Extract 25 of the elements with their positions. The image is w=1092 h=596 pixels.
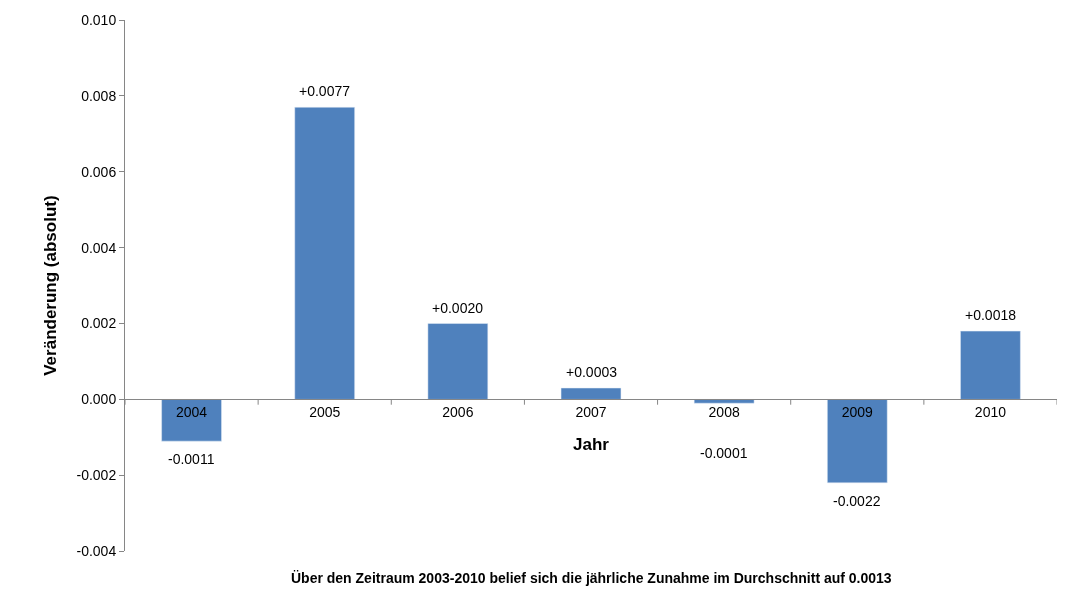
data-label: +0.0077 — [299, 83, 351, 99]
text: 0.000 — [81, 391, 117, 408]
y-axis-title: Veränderung (absolut) — [41, 195, 61, 376]
x-tick-label: 2009 — [841, 404, 874, 421]
x-tick-label: 2007 — [575, 404, 607, 421]
data-label: -0.0001 — [700, 445, 748, 461]
x-tick-label: 2008 — [708, 404, 740, 421]
x-tick-label: 2004 — [175, 404, 208, 421]
text: 0.006 — [81, 163, 117, 180]
data-label: +0.0020 — [432, 300, 484, 316]
data-label: +0.0003 — [566, 364, 618, 380]
x-axis-title: Jahr — [573, 434, 610, 454]
x-tick-label: 2006 — [442, 404, 474, 421]
x-tick-label: 2010 — [974, 404, 1007, 421]
data-label: +0.0018 — [965, 307, 1017, 323]
text: 0.002 — [81, 315, 117, 332]
text: 0.004 — [81, 239, 117, 256]
data-label: -0.0022 — [833, 493, 881, 509]
text: -0.004 — [76, 543, 117, 560]
data-label: -0.0011 — [168, 451, 215, 467]
text: 0.008 — [81, 87, 117, 104]
text: -0.002 — [76, 467, 117, 484]
x-tick-label: 2005 — [309, 404, 341, 421]
text: 0.010 — [81, 11, 117, 28]
text: Über den Zeitraum 2003-2010 belief sich die jährliche Zunahme im Durchschnitt auf 0.0013 — [291, 570, 892, 586]
